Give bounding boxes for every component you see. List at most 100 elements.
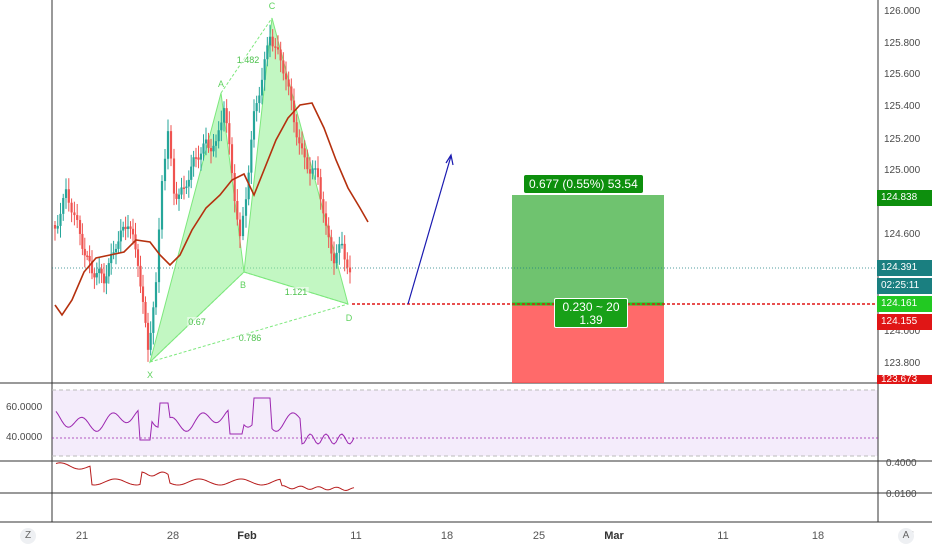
entry-label: 0.230 ~ 20 1.39 xyxy=(554,298,628,328)
pattern-point-d: D xyxy=(345,313,353,323)
moving-average-line xyxy=(54,102,369,317)
ind2-label-top: 0.4000 xyxy=(886,458,917,469)
ratio-bcd: 1.121 xyxy=(283,287,309,297)
candle-body xyxy=(76,215,79,220)
candle-body xyxy=(192,157,195,167)
candle-body xyxy=(131,228,135,235)
candle-body xyxy=(338,244,341,253)
candle-body xyxy=(157,229,161,283)
candle-body xyxy=(129,226,132,229)
indicator2-line xyxy=(55,462,355,492)
candle-body xyxy=(117,241,120,249)
candle-body xyxy=(255,103,258,112)
candle-body xyxy=(300,143,304,149)
price-tag-bid: 124.155 xyxy=(877,314,932,330)
candle-body xyxy=(274,46,277,48)
candle-body xyxy=(53,225,57,229)
candle-body xyxy=(279,49,282,61)
candle-body xyxy=(209,148,213,152)
candle-body xyxy=(90,261,94,274)
price-label: 125.600 xyxy=(884,69,921,80)
candle-body xyxy=(100,268,103,274)
candle-body xyxy=(252,111,256,140)
candle-body xyxy=(214,141,218,146)
price-label: 124.000 xyxy=(884,326,921,337)
candle-body xyxy=(185,186,188,189)
time-label: 28 xyxy=(166,530,180,542)
projection-arrow-line[interactable] xyxy=(407,155,452,305)
candle-body xyxy=(311,168,314,174)
candle-body xyxy=(348,267,352,273)
candle-body xyxy=(225,108,228,124)
rsi-band xyxy=(52,390,878,456)
candle-body xyxy=(175,193,178,199)
candle-body xyxy=(169,131,173,159)
candle-body xyxy=(303,148,306,158)
timezone-button[interactable]: Z xyxy=(20,528,36,544)
candle-body xyxy=(73,212,76,216)
time-label: 25 xyxy=(532,530,546,542)
candle-body xyxy=(222,108,226,123)
pattern-point-x: X xyxy=(146,370,154,380)
candle-body xyxy=(314,168,317,170)
candle-body xyxy=(284,73,288,80)
candle-body xyxy=(212,145,215,152)
candle-body xyxy=(70,202,73,213)
candle-body xyxy=(182,187,186,189)
candle-body xyxy=(110,253,113,264)
candle-body xyxy=(134,234,137,250)
pattern-point-c: C xyxy=(268,1,276,11)
pattern-point-a: A xyxy=(217,79,225,89)
profit-zone[interactable] xyxy=(512,195,664,304)
ratio-abc: 1.482 xyxy=(235,55,261,65)
entry-label-line2: 1.39 xyxy=(579,313,603,327)
candle-body xyxy=(266,45,269,60)
candle-body xyxy=(276,47,280,50)
candle-body xyxy=(335,252,338,264)
price-label: 125.200 xyxy=(884,134,921,145)
candle-body xyxy=(324,213,328,226)
pattern-xd-diag xyxy=(149,303,349,363)
candle-body xyxy=(160,181,164,230)
candle-body xyxy=(67,189,70,203)
candle-body xyxy=(228,123,231,145)
candle-body xyxy=(81,233,84,249)
time-label: 18 xyxy=(440,530,454,542)
ratio-xab: 0.67 xyxy=(187,317,207,327)
candle-body xyxy=(316,168,320,178)
candle-body xyxy=(78,219,82,234)
candle-body xyxy=(141,286,145,302)
candle-body xyxy=(102,273,106,284)
candle-body xyxy=(241,215,245,237)
price-tag-stop: 123.673 xyxy=(877,375,932,384)
candle-body xyxy=(295,122,298,138)
candle-body xyxy=(250,139,253,173)
time-label: Mar xyxy=(604,530,624,542)
price-tag-countdown: 02:25:11 xyxy=(877,278,932,294)
price-label: 126.000 xyxy=(884,6,921,17)
candle-body xyxy=(177,194,181,199)
pattern-bd-diag xyxy=(243,271,349,305)
candle-body xyxy=(105,276,108,284)
candle-body xyxy=(139,265,142,287)
candle-body xyxy=(154,282,158,308)
price-label: 124.600 xyxy=(884,229,921,240)
price-tag-last: 124.391 xyxy=(877,260,932,276)
candle-body xyxy=(166,131,170,159)
auto-scale-button[interactable]: A xyxy=(898,528,914,544)
time-label: 11 xyxy=(717,530,729,542)
ratio-xd: 0.786 xyxy=(237,333,263,343)
candle-body xyxy=(322,199,325,214)
time-label: 11 xyxy=(350,530,362,542)
candle-body xyxy=(236,201,239,220)
projection-arrow-head xyxy=(445,153,454,166)
entry-label-line1: 0.230 ~ 20 xyxy=(562,300,620,314)
candle-body xyxy=(346,259,349,268)
candle-body xyxy=(194,157,198,159)
candle-body xyxy=(59,213,62,226)
candle-body xyxy=(268,36,272,46)
price-tag-entry: 124.161 xyxy=(877,296,932,312)
ind2-label-bottom: 0.0100 xyxy=(886,489,917,500)
candle-body xyxy=(287,79,290,87)
